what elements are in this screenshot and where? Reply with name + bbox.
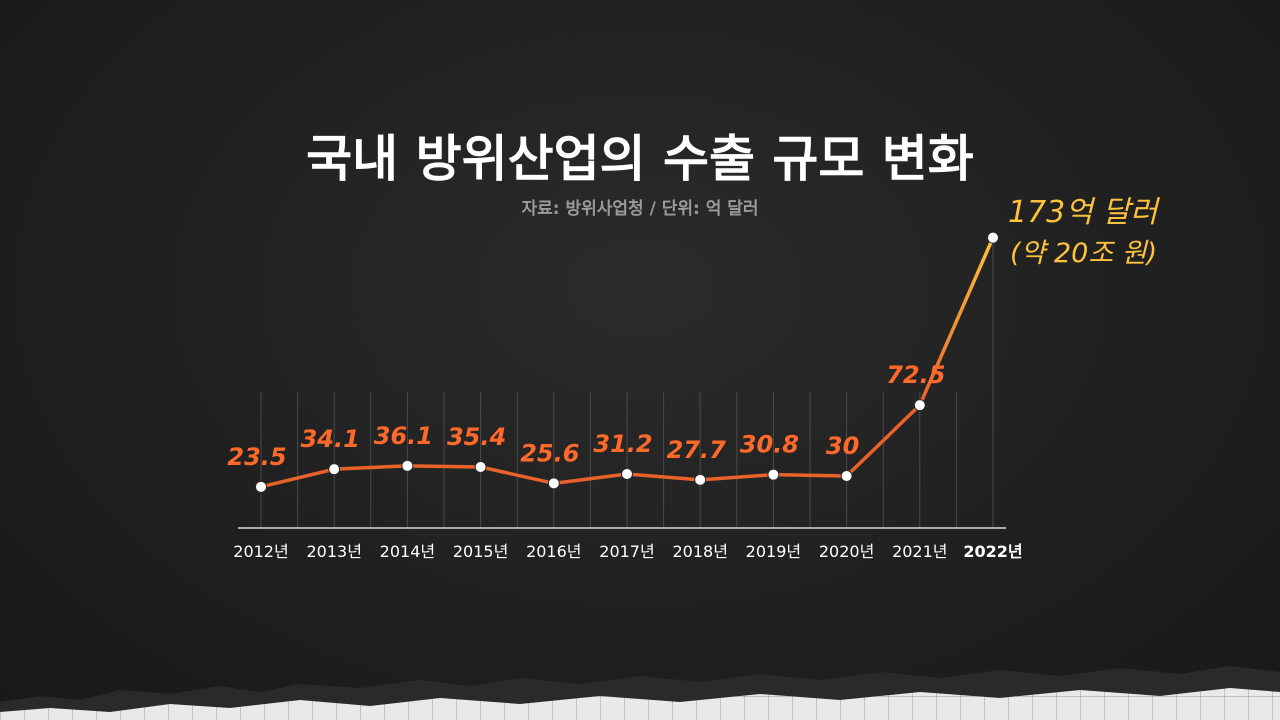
x-tick-label: 2021년 (892, 542, 947, 561)
data-label: 36.1 (374, 422, 433, 450)
data-point (255, 480, 267, 493)
data-label: 30.8 (740, 431, 799, 459)
data-point (694, 473, 707, 486)
series-segment (625, 472, 702, 482)
data-label: 34.1 (301, 425, 360, 453)
series-line (259, 235, 995, 489)
annotation-won: (약 20조 원) (1010, 238, 1157, 269)
x-tick-label: 2017년 (599, 542, 654, 561)
x-tick-label: 2012년 (233, 542, 288, 561)
x-tick-label: 2018년 (672, 542, 727, 561)
data-point (840, 470, 853, 482)
data-point (401, 459, 414, 472)
x-tick-label: 2019년 (746, 542, 801, 561)
data-label: 25.6 (520, 439, 579, 467)
data-label: 27.7 (667, 436, 727, 464)
series-segment (698, 472, 776, 482)
markers (255, 231, 999, 493)
data-label: 23.5 (227, 443, 286, 471)
data-label: 31.2 (593, 430, 652, 458)
x-tick-label: 2016년 (526, 542, 581, 561)
data-point (621, 468, 633, 480)
x-tick-label: 2014년 (380, 542, 435, 561)
data-point (474, 461, 487, 473)
data-label: 35.4 (447, 423, 506, 451)
x-tick-labels: 2012년 2013년 2014년 2015년 2016년 2017년 2018년 2019년… (233, 542, 1022, 561)
data-point (767, 468, 780, 481)
annotation-value: 173억 달러 (1008, 195, 1160, 230)
x-tick-label: 2015년 (453, 542, 508, 561)
data-labels: 23.5 34.1 36.1 35.4 25.6 31.2 27.7 30.8 30 72.5 (227, 361, 945, 471)
data-label: 72.5 (886, 361, 945, 389)
data-point (547, 477, 560, 490)
series-segment (332, 464, 410, 471)
chart-subtitle: 자료: 방위사업청 / 단위: 억 달러 (521, 198, 758, 219)
series-segment (918, 235, 995, 407)
chart-title: 국내 방위산업의 수출 규모 변화 (306, 130, 974, 188)
x-tick-label: 2013년 (306, 542, 361, 561)
series-segment (259, 467, 336, 489)
series-segment (405, 464, 483, 469)
data-point (913, 399, 926, 412)
grid-paper (0, 688, 1280, 720)
data-point (328, 463, 341, 476)
series-segment (478, 465, 556, 486)
series-segment (771, 472, 849, 478)
series-segment (552, 472, 629, 486)
grid-lines (260, 237, 994, 528)
series-segment (844, 403, 922, 478)
x-tick-label: 2020년 (819, 542, 874, 561)
data-point (987, 231, 999, 244)
data-label: 30 (826, 432, 859, 460)
x-tick-label: 2022년 (963, 542, 1022, 561)
